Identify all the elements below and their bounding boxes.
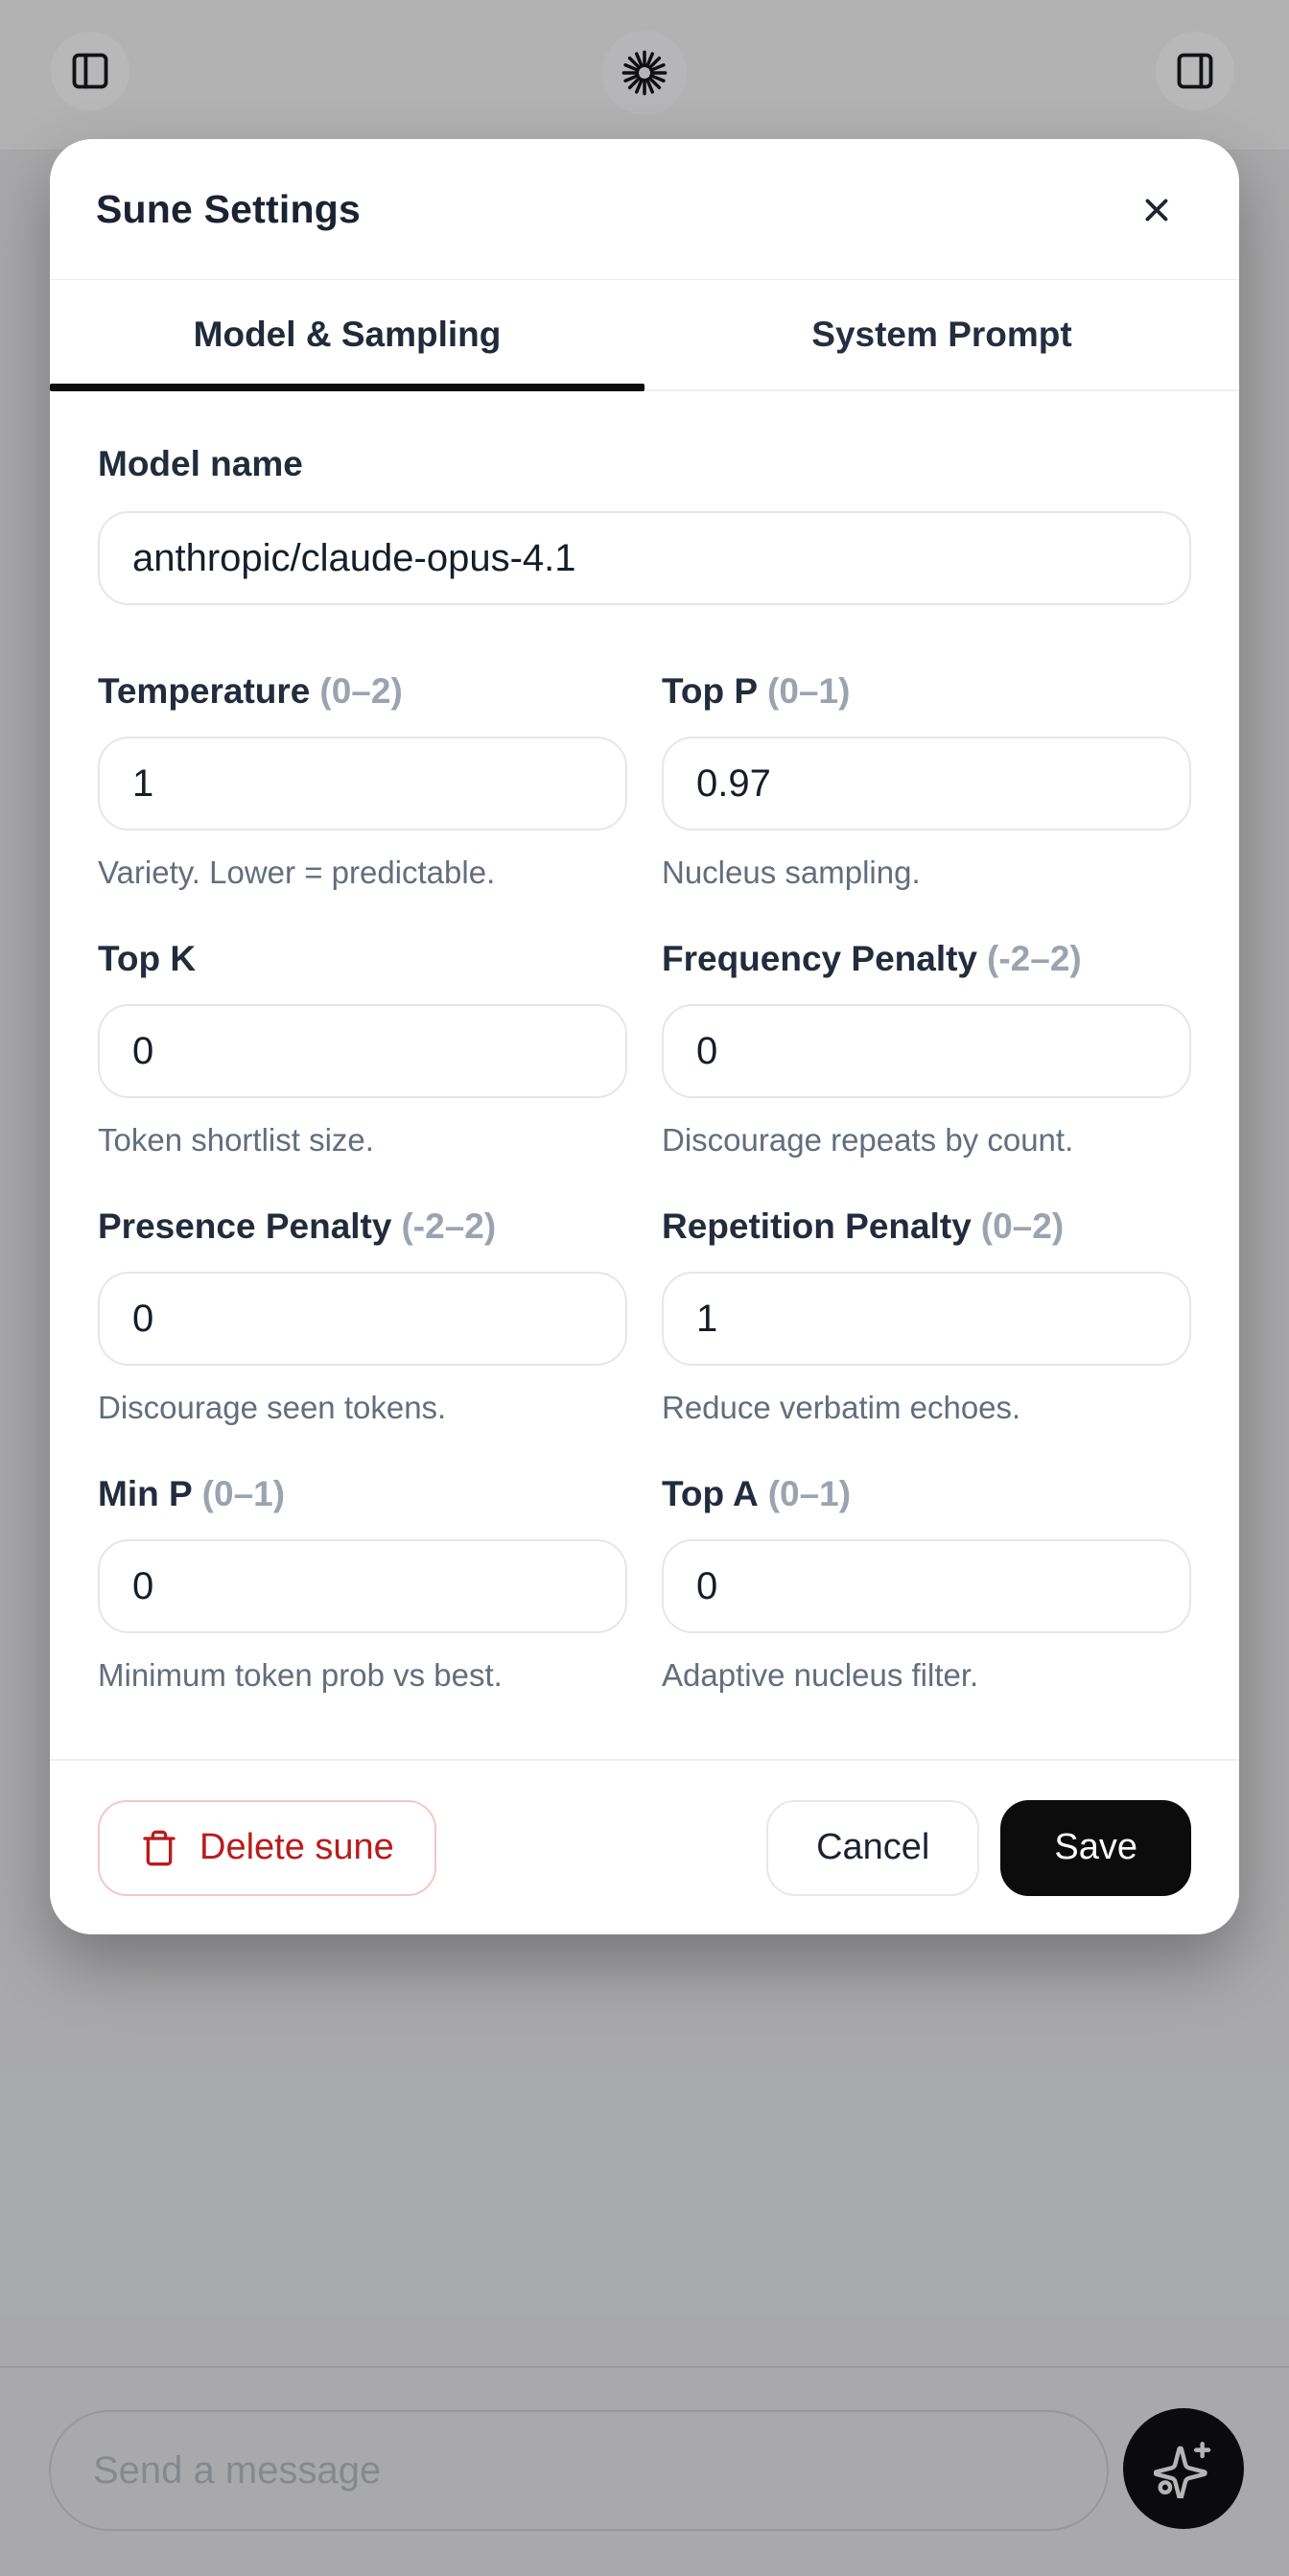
delete-sune-label: Delete sune xyxy=(199,1827,394,1867)
top-a-label: Top A xyxy=(662,1474,759,1513)
top-k-hint: Token shortlist size. xyxy=(98,1122,374,1158)
repetition-penalty-range: (0–2) xyxy=(980,1206,1065,1246)
temperature-field: Temperature(0–2) Variety. Lower = predic… xyxy=(98,670,627,892)
message-input[interactable] xyxy=(49,2410,1109,2531)
settings-modal: Sune Settings Model & Sampling System Pr… xyxy=(50,139,1239,1934)
presence-penalty-input[interactable] xyxy=(98,1272,627,1366)
top-a-hint: Adaptive nucleus filter. xyxy=(662,1657,979,1693)
panel-right-icon xyxy=(1177,53,1213,89)
frequency-penalty-range: (-2–2) xyxy=(987,939,1082,978)
top-p-input[interactable] xyxy=(662,737,1191,831)
min-p-range: (0–1) xyxy=(201,1474,286,1513)
repetition-penalty-field: Repetition Penalty(0–2) Reduce verbatim … xyxy=(662,1206,1191,1427)
temperature-label: Temperature xyxy=(98,671,311,711)
send-sparkle-button[interactable] xyxy=(1123,2408,1244,2529)
top-p-label: Top P xyxy=(662,671,759,711)
presence-penalty-hint: Discourage seen tokens. xyxy=(98,1390,447,1425)
frequency-penalty-label: Frequency Penalty xyxy=(662,939,978,978)
close-button[interactable] xyxy=(1124,177,1189,243)
model-name-input[interactable] xyxy=(98,511,1191,605)
modal-header: Sune Settings xyxy=(50,139,1239,280)
repetition-penalty-hint: Reduce verbatim echoes. xyxy=(662,1390,1021,1425)
presence-penalty-label: Presence Penalty xyxy=(98,1206,392,1246)
save-label: Save xyxy=(1054,1827,1137,1867)
app-avatar[interactable] xyxy=(602,31,687,115)
composer-bar xyxy=(0,2366,1289,2576)
sparkles-icon xyxy=(1154,2441,1211,2498)
starburst-icon xyxy=(621,50,668,96)
top-a-range: (0–1) xyxy=(767,1474,852,1513)
model-name-label: Model name xyxy=(98,444,303,483)
modal-content: Model name Temperature(0–2) Variety. Low… xyxy=(50,443,1239,1695)
top-k-field: Top K Token shortlist size. xyxy=(98,938,627,1159)
frequency-penalty-hint: Discourage repeats by count. xyxy=(662,1122,1074,1158)
presence-penalty-range: (-2–2) xyxy=(401,1206,497,1246)
modal-footer: Delete sune Cancel Save xyxy=(50,1759,1239,1934)
top-k-input[interactable] xyxy=(98,1004,627,1098)
min-p-label: Min P xyxy=(98,1474,193,1513)
top-p-field: Top P(0–1) Nucleus sampling. xyxy=(662,670,1191,892)
tab-system-prompt[interactable]: System Prompt xyxy=(644,280,1239,389)
min-p-field: Min P(0–1) Minimum token prob vs best. xyxy=(98,1473,627,1695)
sidebar-toggle-button[interactable] xyxy=(51,32,129,110)
x-icon xyxy=(1145,199,1168,222)
cancel-label: Cancel xyxy=(816,1827,930,1867)
top-bar xyxy=(0,0,1289,151)
modal-title: Sune Settings xyxy=(96,186,361,231)
top-p-hint: Nucleus sampling. xyxy=(662,855,921,890)
repetition-penalty-input[interactable] xyxy=(662,1272,1191,1366)
cancel-button[interactable]: Cancel xyxy=(766,1799,980,1896)
temperature-hint: Variety. Lower = predictable. xyxy=(98,855,496,890)
sampling-grid: Temperature(0–2) Variety. Lower = predic… xyxy=(98,670,1191,1695)
frequency-penalty-input[interactable] xyxy=(662,1004,1191,1098)
temperature-range: (0–2) xyxy=(319,671,403,711)
presence-penalty-field: Presence Penalty(-2–2) Discourage seen t… xyxy=(98,1206,627,1427)
tab-model-sampling[interactable]: Model & Sampling xyxy=(50,280,644,389)
frequency-penalty-field: Frequency Penalty(-2–2) Discourage repea… xyxy=(662,938,1191,1159)
min-p-hint: Minimum token prob vs best. xyxy=(98,1657,503,1693)
temperature-input[interactable] xyxy=(98,737,627,831)
trash-icon xyxy=(143,1830,176,1865)
delete-sune-button[interactable]: Delete sune xyxy=(98,1799,436,1896)
top-a-input[interactable] xyxy=(662,1539,1191,1633)
top-a-field: Top A(0–1) Adaptive nucleus filter. xyxy=(662,1473,1191,1695)
tab-bar: Model & Sampling System Prompt xyxy=(50,280,1239,391)
active-tab-underline xyxy=(50,384,644,391)
right-panel-toggle-button[interactable] xyxy=(1156,32,1234,110)
repetition-penalty-label: Repetition Penalty xyxy=(662,1206,972,1246)
save-button[interactable]: Save xyxy=(1000,1799,1191,1896)
top-k-label: Top K xyxy=(98,939,197,978)
panel-left-icon xyxy=(72,53,108,89)
top-p-range: (0–1) xyxy=(767,671,851,711)
min-p-input[interactable] xyxy=(98,1539,627,1633)
